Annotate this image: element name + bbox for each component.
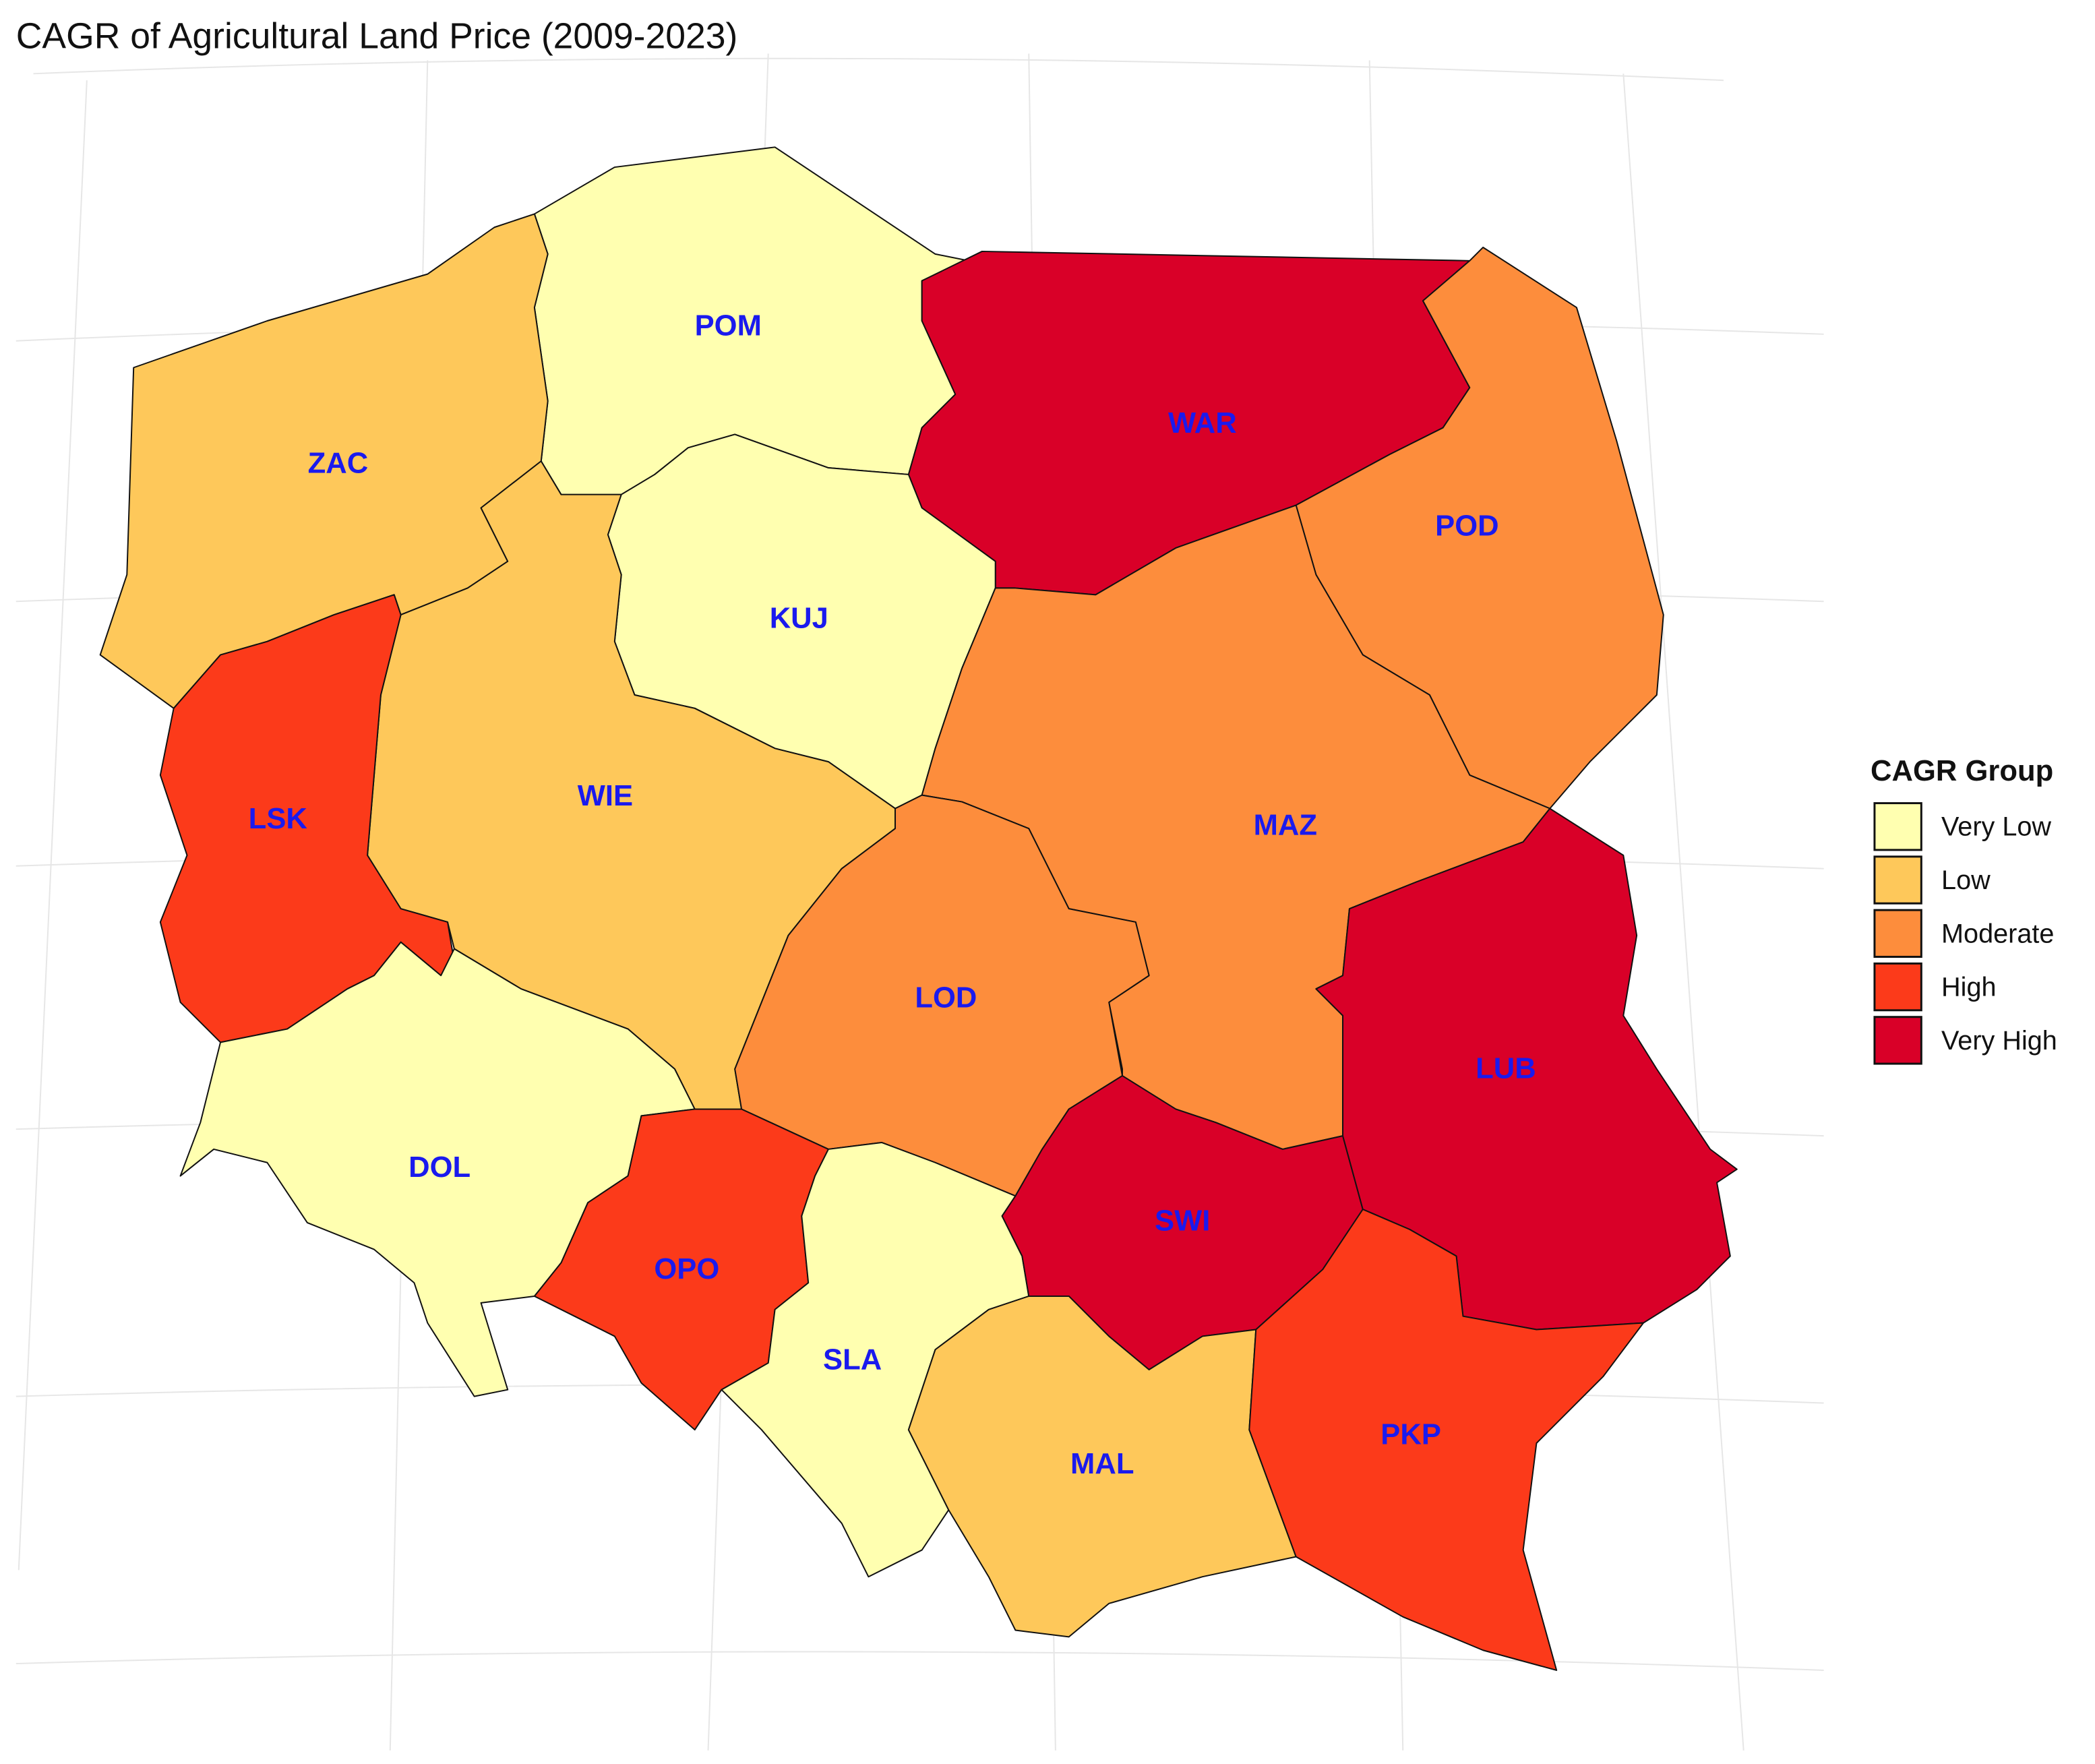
legend-label: Very High (1941, 1026, 2057, 1056)
legend-swatch (1873, 802, 1922, 851)
legend-swatch (1873, 855, 1922, 905)
region-label: LOD (915, 981, 977, 1014)
legend-swatch (1873, 909, 1922, 958)
map-title: CAGR of Agricultural Land Price (2009-20… (16, 17, 738, 57)
region-label: SLA (823, 1344, 882, 1376)
graticule-line (18, 80, 88, 1571)
legend-label: Low (1941, 865, 1991, 895)
region-label: POM (695, 309, 762, 342)
region-label: POD (1435, 510, 1498, 543)
region-label: WAR (1168, 407, 1237, 439)
region-label: PKP (1380, 1419, 1441, 1451)
region-label: LSK (249, 803, 308, 835)
legend-label: Very Low (1941, 812, 2051, 842)
region-label: DOL (408, 1151, 470, 1184)
graticule-line (33, 57, 1724, 82)
region (907, 1295, 1297, 1638)
region-labels: POM WAR POD ZAC KUJ WIE LSK MAZ LOD DOL OPO SLA SWI L… (249, 309, 1536, 1480)
legend: CAGR Group Very Low Low Moderate High Very H… (1871, 755, 2057, 1065)
legend-swatch (1873, 962, 1922, 1012)
region-label: MAZ (1254, 810, 1317, 842)
region-label: MAL (1070, 1448, 1134, 1480)
region-label: OPO (654, 1253, 719, 1285)
legend-title: CAGR Group (1871, 755, 2053, 787)
region (1248, 1209, 1645, 1671)
region-label: WIE (578, 780, 633, 812)
region-label: KUJ (770, 603, 828, 635)
legend-label: Moderate (1941, 919, 2054, 948)
graticule-line (1622, 73, 1744, 1751)
legend-swatch (1873, 1016, 1922, 1065)
region-label: SWI (1155, 1205, 1210, 1237)
region-label: ZAC (308, 448, 369, 480)
legend-label: High (1941, 973, 1997, 1002)
region-label: LUB (1476, 1052, 1536, 1085)
regions (99, 146, 1738, 1671)
